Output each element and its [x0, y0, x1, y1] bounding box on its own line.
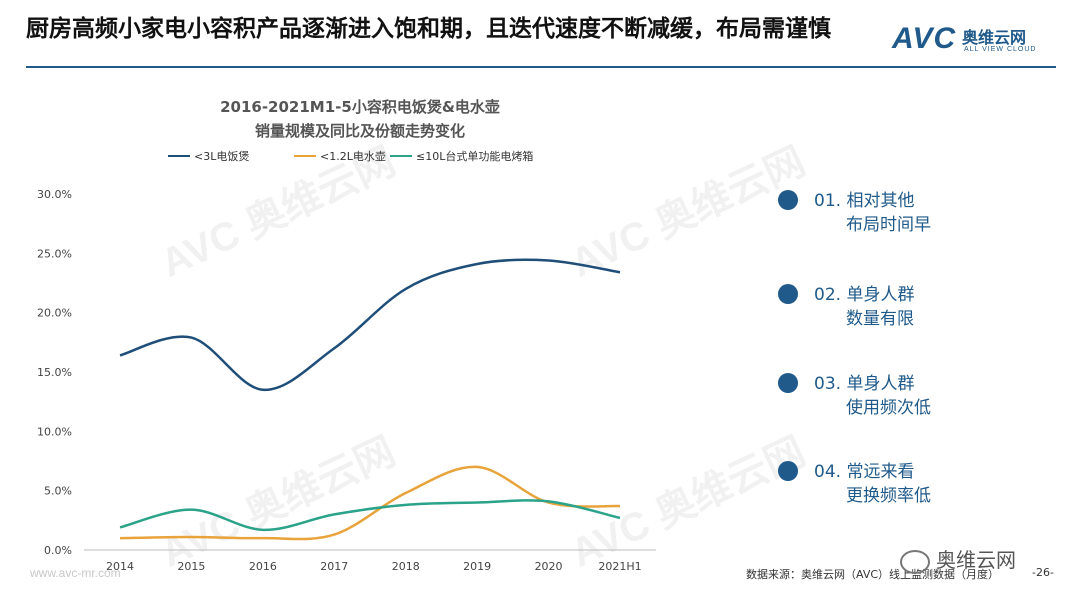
legend-entry: <3L电饭煲 — [194, 150, 249, 163]
bullet-dot-icon — [778, 373, 798, 393]
chart-title: 2016-2021M1-5小容积电饭煲&电水壶 — [220, 98, 500, 116]
logo-en: ALL VIEW CLOUD — [964, 46, 1037, 53]
reason-line1: 02. 单身人群 — [814, 285, 915, 305]
x-tick-label: 2019 — [463, 560, 491, 573]
logo-mark: AVC — [892, 22, 957, 55]
legend-entry: ≤10L台式单功能电烤箱 — [416, 149, 533, 163]
reason-line1: 01. 相对其他 — [814, 191, 915, 211]
reason-line1: 04. 常远来看 — [814, 462, 915, 482]
footer-url: www.avc-mr.com — [30, 566, 121, 580]
bullet-dot-icon — [778, 461, 798, 481]
x-tick-label: 2017 — [320, 560, 348, 573]
bullet-dot-icon — [778, 284, 798, 304]
chart-subtitle: 销量规模及同比及份额走势变化 — [255, 122, 465, 140]
legend-entry: <1.2L电水壶 — [320, 149, 386, 163]
logo-cn: 奥维云网 — [962, 28, 1027, 47]
wechat-label: 奥维云网 — [936, 548, 1016, 572]
series-line — [119, 465, 621, 541]
series-line — [119, 499, 621, 532]
reason-line2: 使用频次低 — [846, 398, 931, 418]
wechat-badge: 奥维云网 — [900, 544, 1016, 574]
x-tick-label: 2020 — [535, 560, 563, 573]
title-divider — [26, 66, 1056, 68]
y-tick-label: 30.0% — [37, 188, 72, 201]
y-tick-label: 25.0% — [37, 247, 72, 260]
x-tick-label: 2018 — [392, 560, 420, 573]
x-tick-label: 2016 — [249, 560, 277, 573]
y-tick-label: 5.0% — [44, 485, 72, 498]
series-line — [119, 258, 621, 392]
x-tick-label: 2014 — [106, 560, 134, 573]
y-tick-label: 15.0% — [37, 366, 72, 379]
y-tick-label: 20.0% — [37, 307, 72, 320]
bullet-dot-icon — [778, 190, 798, 210]
reason-item: 04. 常远来看 更换频率低 — [778, 461, 1038, 521]
reason-line2: 数量有限 — [846, 309, 914, 329]
x-tick-label: 2021H1 — [598, 560, 641, 573]
x-tick-label: 2015 — [177, 560, 205, 573]
page-number: -26- — [1032, 566, 1054, 579]
reason-line1: 03. 单身人群 — [814, 374, 915, 394]
y-tick-label: 0.0% — [44, 544, 72, 557]
reason-item: 02. 单身人群 数量有限 — [778, 284, 1038, 344]
wechat-icon — [900, 549, 930, 574]
reason-line2: 更换频率低 — [846, 486, 931, 506]
reason-line2: 布局时间早 — [846, 215, 931, 235]
y-tick-label: 10.0% — [37, 425, 72, 438]
avc-logo: AVC 奥维云网 ALL VIEW CLOUD — [892, 22, 1062, 60]
reason-item: 03. 单身人群 使用频次低 — [778, 373, 1038, 433]
data-source: 数据来源：奥维云网（AVC）线上监测数据（月度） — [746, 568, 1000, 581]
reason-item: 01. 相对其他 布局时间早 — [778, 190, 1038, 250]
slide-title: 厨房高频小家电小容积产品逐渐进入饱和期，且迭代速度不断减缓，布局需谨慎 — [26, 16, 831, 42]
